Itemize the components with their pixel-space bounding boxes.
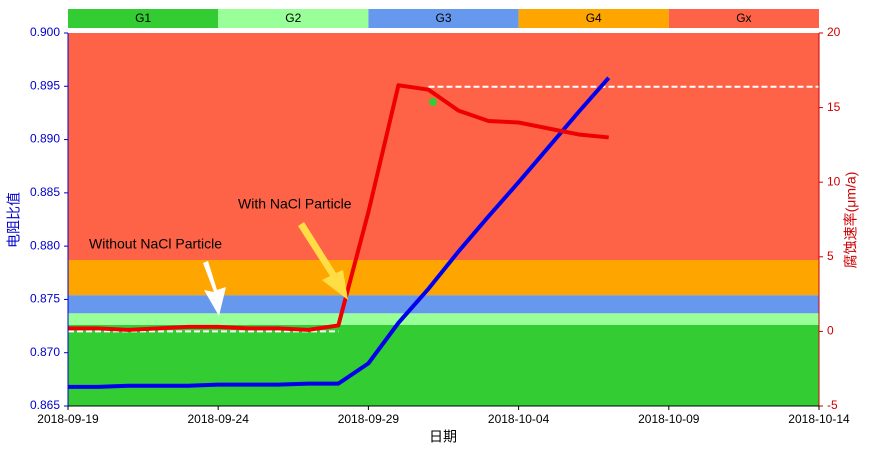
series-line bbox=[68, 76, 611, 389]
y-tick-label: 0.890 bbox=[30, 132, 60, 146]
band bbox=[68, 33, 819, 260]
x-axis-label: 日期 bbox=[429, 429, 457, 445]
legend-swatch bbox=[518, 9, 669, 28]
legend-label: G4 bbox=[586, 11, 602, 25]
y2-tick-label: 10 bbox=[827, 174, 841, 188]
x-tick-label: 2018-09-19 bbox=[37, 412, 99, 426]
band bbox=[68, 259, 819, 296]
legend-swatch bbox=[368, 9, 519, 28]
legend-label: Gx bbox=[736, 11, 751, 25]
legend-label: G1 bbox=[135, 11, 151, 25]
legend-swatch bbox=[218, 9, 369, 28]
plot bbox=[68, 76, 819, 389]
y-tick-label: 0.880 bbox=[30, 238, 60, 252]
x-tick-label: 2018-09-24 bbox=[188, 412, 250, 426]
x-tick-label: 2018-10-09 bbox=[638, 412, 700, 426]
y-tick-label: 0.895 bbox=[30, 78, 60, 92]
y-tick-label: 0.870 bbox=[30, 345, 60, 359]
arrow bbox=[203, 261, 226, 316]
legend-label: G3 bbox=[435, 11, 451, 25]
band bbox=[68, 325, 819, 406]
x-tick-label: 2018-10-14 bbox=[788, 412, 850, 426]
y2-tick-label: 20 bbox=[827, 25, 841, 39]
annotation: With NaCl Particle bbox=[238, 196, 352, 212]
y2-tick-label: 5 bbox=[827, 249, 834, 263]
legend-label: G2 bbox=[285, 11, 301, 25]
x-tick-label: 2018-09-29 bbox=[338, 412, 400, 426]
y-axis-label: 电阻比值 bbox=[6, 192, 22, 248]
band bbox=[68, 295, 819, 314]
y2-tick-label: -5 bbox=[827, 398, 838, 412]
legend-swatch bbox=[68, 9, 219, 28]
y-tick-label: 0.865 bbox=[30, 398, 60, 412]
x-tick-label: 2018-10-04 bbox=[488, 412, 550, 426]
y-tick-label: 0.875 bbox=[30, 292, 60, 306]
annotation: Without NaCl Particle bbox=[89, 236, 222, 252]
marker bbox=[429, 98, 437, 106]
bands: G1 G2 G3 G4 Gx bbox=[68, 9, 819, 406]
legend-swatch bbox=[668, 9, 819, 28]
y-tick-label: 0.885 bbox=[30, 185, 60, 199]
band bbox=[68, 313, 819, 326]
series-line bbox=[68, 83, 609, 332]
y2-tick-label: 0 bbox=[827, 324, 834, 338]
arrow bbox=[298, 222, 348, 300]
y-tick-label: 0.900 bbox=[30, 25, 60, 39]
y2-axis-label: 腐蚀速率(μm/a) bbox=[843, 172, 859, 269]
y2-tick-label: 15 bbox=[827, 100, 841, 114]
